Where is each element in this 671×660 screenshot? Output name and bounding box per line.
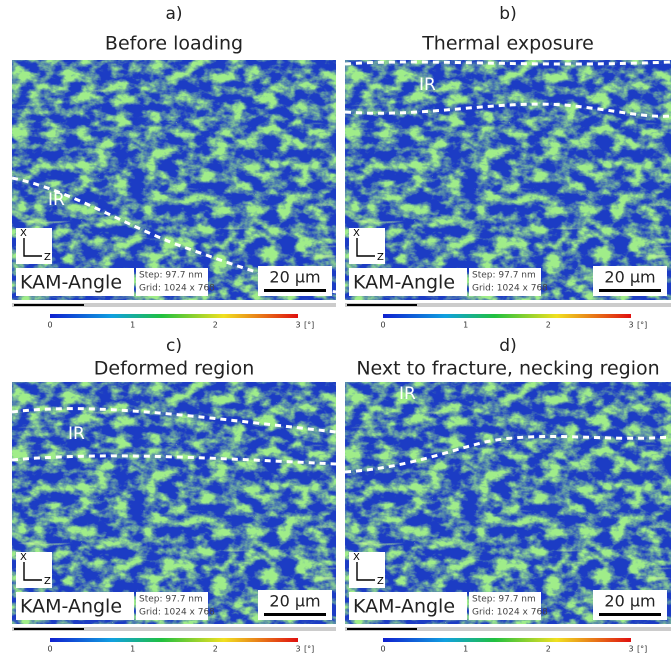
scale-bar <box>599 289 661 292</box>
panel-title: Thermal exposure <box>421 33 594 55</box>
colorbar-tick: 3 <box>295 321 300 330</box>
colorbar <box>50 314 298 318</box>
colorbar <box>383 314 631 318</box>
ir-label: IR <box>68 424 85 444</box>
legend-name: KAM-Angle <box>353 596 455 618</box>
axis-arrows <box>23 238 42 257</box>
axis-z: Z <box>377 576 384 587</box>
info-box <box>136 268 208 296</box>
legend-box <box>349 268 467 296</box>
scale-label: 20 µm <box>604 592 655 611</box>
colorbar-unit: [°] <box>304 645 314 654</box>
colorbar <box>50 638 298 642</box>
info-box <box>469 592 541 620</box>
grid-info: Grid: 1024 x 768 <box>472 284 548 294</box>
step-info: Step: 97.7 nm <box>139 271 203 281</box>
panel-label: a) <box>165 4 182 24</box>
info-strip <box>12 627 336 631</box>
axis-arrows <box>356 238 375 257</box>
legend-name: KAM-Angle <box>353 272 455 294</box>
panel-label: d) <box>499 336 516 356</box>
axis-x: X <box>353 228 360 239</box>
panel-title: Next to fracture, necking region <box>356 358 659 380</box>
axis-x: X <box>20 552 27 563</box>
scale-label: 20 µm <box>269 592 320 611</box>
axis-z: Z <box>44 252 51 263</box>
axis-x: X <box>353 552 360 563</box>
scale-bar <box>599 613 661 616</box>
info-strip-dark <box>14 628 84 630</box>
colorbar-tick: 2 <box>546 321 551 330</box>
panel-title: Before loading <box>105 33 243 55</box>
colorbar-unit: [°] <box>637 321 647 330</box>
info-strip-dark <box>347 628 417 630</box>
colorbar-tick: 0 <box>47 321 52 330</box>
colorbar-unit: [°] <box>304 321 314 330</box>
interface-line <box>11 454 337 466</box>
colorbar-tick: 3 <box>295 645 300 654</box>
grid-info: Grid: 1024 x 768 <box>472 608 548 618</box>
grid-info: Grid: 1024 x 768 <box>139 284 215 294</box>
axis-z: Z <box>44 576 51 587</box>
step-info: Step: 97.7 nm <box>139 595 203 605</box>
step-info: Step: 97.7 nm <box>472 595 536 605</box>
colorbar-tick: 2 <box>546 645 551 654</box>
map-lines <box>12 60 336 300</box>
info-strip-dark <box>14 304 84 306</box>
colorbar <box>383 638 631 642</box>
ir-label: IR <box>48 190 65 210</box>
info-strip <box>345 627 671 631</box>
scale-label: 20 µm <box>604 268 655 287</box>
axis-x: X <box>20 228 27 239</box>
colorbar-tick: 2 <box>213 321 218 330</box>
ir-label: IR <box>399 384 416 404</box>
kam-map: IR X Z KAM-Angle Step: 97.7 nm Grid: 1024 x 7… <box>344 60 671 300</box>
ir-label: IR <box>419 75 436 95</box>
kam-map: IR X Z KAM-Angle Step: 97.7 nm Grid: 1024 x 7… <box>11 382 337 624</box>
axis-z: Z <box>377 252 384 263</box>
legend-box <box>16 592 134 620</box>
info-strip-dark <box>347 304 417 306</box>
scale-bar <box>264 289 326 292</box>
map-lines <box>345 60 671 300</box>
panel-label: c) <box>166 336 182 356</box>
info-box <box>136 592 208 620</box>
colorbar-tick: 1 <box>463 321 468 330</box>
panel-title: Deformed region <box>94 358 255 380</box>
kam-map: IR X Z KAM-Angle Step: 97.7 nm Grid: 1024 x 7… <box>11 60 337 300</box>
colorbar-tick: 3 <box>628 321 633 330</box>
colorbar-tick: 0 <box>380 321 385 330</box>
kam-map: IR X Z KAM-Angle Step: 97.7 nm Grid: 1024 x 7… <box>344 382 671 624</box>
colorbar-unit: [°] <box>637 645 647 654</box>
legend-box <box>349 592 467 620</box>
axis-box <box>349 552 385 588</box>
colorbar-tick: 2 <box>213 645 218 654</box>
legend-box <box>16 268 134 296</box>
axis-arrows <box>356 562 375 581</box>
interface-line <box>344 434 671 474</box>
map-lines <box>12 382 336 624</box>
scale-label: 20 µm <box>269 268 320 287</box>
step-info: Step: 97.7 nm <box>472 271 536 281</box>
colorbar-tick: 1 <box>130 321 135 330</box>
info-strip <box>12 303 336 307</box>
panel-label: b) <box>499 4 516 24</box>
colorbar-tick: 3 <box>628 645 633 654</box>
map-lines <box>345 382 671 624</box>
info-strip <box>345 303 671 307</box>
info-box <box>469 268 541 296</box>
axis-box <box>16 552 52 588</box>
colorbar-tick: 0 <box>47 645 52 654</box>
legend-name: KAM-Angle <box>20 596 122 618</box>
axis-box <box>16 228 52 264</box>
scale-bar <box>264 613 326 616</box>
colorbar-tick: 1 <box>463 645 468 654</box>
colorbar-tick: 1 <box>130 645 135 654</box>
axis-arrows <box>23 562 42 581</box>
grid-info: Grid: 1024 x 768 <box>139 608 215 618</box>
axis-box <box>349 228 385 264</box>
colorbar-tick: 0 <box>380 645 385 654</box>
legend-name: KAM-Angle <box>20 272 122 294</box>
